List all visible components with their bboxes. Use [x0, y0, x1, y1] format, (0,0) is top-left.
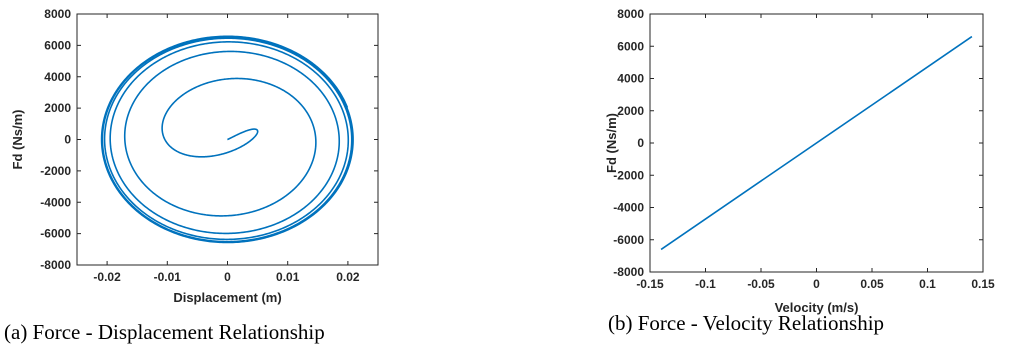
- x-tick-label: 0: [224, 270, 231, 284]
- y-tick-label: 6000: [617, 39, 644, 53]
- x-tick-label: -0.02: [93, 270, 121, 284]
- y-tick-label: 8000: [44, 7, 71, 21]
- y-tick-label: 0: [637, 136, 644, 150]
- y-tick-label: -2000: [613, 168, 644, 182]
- caption-b: (b) Force - Velocity Relationship: [608, 311, 885, 335]
- plot-a: -0.02 -0.01 0 0.01 0.02 8000 6000 4000 2000 0 -200…: [10, 7, 379, 305]
- x-tick-label: 0: [813, 277, 820, 291]
- x-tick-label: -0.05: [747, 277, 775, 291]
- x-axis-label: Displacement (m): [173, 290, 281, 305]
- y-tick-label: -4000: [613, 201, 644, 215]
- y-axis-label: Fd (Ns/m): [604, 113, 619, 173]
- x-axis-label: Velocity (m/s): [775, 300, 859, 315]
- y-tick-label: -8000: [613, 265, 644, 279]
- y-tick-label: -8000: [40, 258, 71, 272]
- series-line: [660, 35, 973, 251]
- x-tick-label: -0.1: [695, 277, 716, 291]
- y-tick-label: -2000: [40, 164, 71, 178]
- y-tick-label: 6000: [44, 38, 71, 52]
- y-tick-label: -6000: [613, 233, 644, 247]
- y-tick-label: 4000: [617, 72, 644, 86]
- y-tick-label: 2000: [617, 104, 644, 118]
- x-tick-label: -0.15: [636, 277, 664, 291]
- y-tick-label: 0: [64, 133, 71, 147]
- y-tick-label: 4000: [44, 70, 71, 84]
- x-tick-label: 0.1: [919, 277, 936, 291]
- y-tick-label: -6000: [40, 227, 71, 241]
- caption-a: (a) Force - Displacement Relationship: [4, 320, 325, 344]
- y-axis-label: Fd (Ns/m): [10, 110, 25, 170]
- plot-b: -0.15 -0.1 -0.05 0 0.05 0.1 0.15 8000 6000 4000 20…: [604, 7, 995, 315]
- x-tick-label: 0.01: [276, 270, 300, 284]
- x-tick-label: 0.05: [860, 277, 884, 291]
- y-tick-label: -4000: [40, 195, 71, 209]
- x-tick-label: -0.01: [154, 270, 182, 284]
- x-tick-label: 0.15: [971, 277, 995, 291]
- x-tick-label: 0.02: [336, 270, 360, 284]
- series-line: [100, 35, 354, 244]
- y-tick-label: 8000: [617, 7, 644, 21]
- y-tick-label: 2000: [44, 101, 71, 115]
